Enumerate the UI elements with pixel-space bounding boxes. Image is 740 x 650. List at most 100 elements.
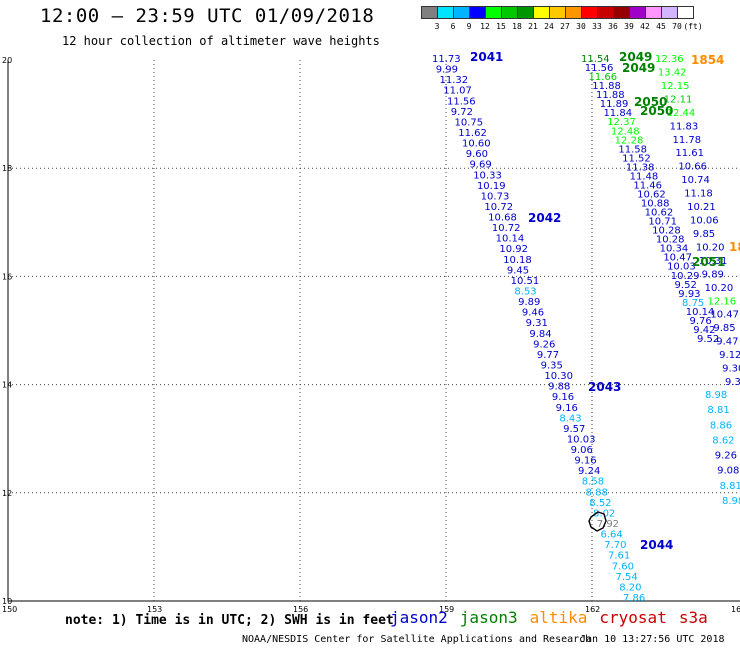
track-b-reading: 11.52: [622, 153, 651, 164]
track-a-reading: 9.60: [466, 149, 488, 160]
track-a-reading: 9.57: [563, 424, 585, 435]
track-a-reading: 9.16: [552, 392, 574, 403]
color-scale: [421, 6, 694, 19]
pass-label: 2049: [622, 61, 655, 75]
track-a-reading: 7.61: [608, 551, 630, 562]
track-b-reading: 9.52: [697, 334, 719, 345]
track-a-reading: 8.53: [514, 287, 536, 298]
legend-entry-s3a: s3a: [678, 608, 708, 627]
track-b-reading: 11.38: [626, 162, 655, 173]
track-a-reading: 9.46: [522, 308, 544, 319]
y-axis-tick-label: 10: [2, 597, 12, 606]
track-a-reading: 9.84: [529, 329, 551, 340]
color-scale-label: 9: [466, 22, 472, 31]
track-b-reading: 11.54: [581, 54, 610, 65]
axis-labels: 150 153 156 159 162 165 10 12 14 16 18 20: [2, 56, 740, 614]
track-a-reading: 10.72: [484, 202, 513, 213]
track-c-reading: 11.78: [673, 135, 702, 146]
track-b-reading: 12.37: [607, 117, 636, 128]
track-a-reading: 11.56: [447, 96, 476, 107]
track-d-reading: 8.86: [710, 420, 732, 431]
track-b-reading: 11.88: [592, 81, 621, 92]
track-b-reading: 11.46: [633, 180, 662, 191]
pass-label: 1854: [691, 53, 724, 67]
track-d-reading: 8.98: [722, 496, 740, 507]
track-a-reading: 8.52: [589, 498, 611, 509]
track-c-reading: 10.74: [681, 175, 710, 186]
track-a-reading: 9.88: [548, 382, 570, 393]
color-scale-label: 6: [450, 22, 456, 31]
track-a-reading: 6.64: [601, 530, 623, 541]
track-a-reading: 10.14: [496, 234, 525, 245]
track-b-reading: 11.89: [600, 99, 629, 110]
track-c-reading: 12.15: [661, 81, 690, 92]
track-a-reading: 9.24: [578, 466, 600, 477]
legend-entry-jason2: jason2: [390, 608, 448, 627]
track-b-reading: 9.52: [675, 280, 697, 291]
track-c-reading: 11.83: [670, 121, 699, 132]
track-b-reading: 9.42: [693, 325, 715, 336]
y-axis-tick-label: 16: [2, 272, 12, 281]
color-scale-label: 33: [592, 22, 602, 31]
track-b-reading: 10.28: [656, 235, 685, 246]
track-a-reading: 9.72: [451, 107, 473, 118]
track-a-reading: 8.43: [559, 413, 581, 424]
pass-label: 2044: [640, 538, 673, 552]
track-b-reading: 11.48: [630, 171, 659, 182]
track-a-reading: 10.73: [481, 191, 510, 202]
x-axis-tick-label: 153: [147, 605, 162, 614]
track-a-reading: 7.54: [616, 572, 638, 583]
color-scale-label: 18: [512, 22, 522, 31]
track-a-reading: 8.88: [586, 487, 608, 498]
track-a-reading: 10.92: [499, 244, 528, 255]
pass-label: 2043: [588, 380, 621, 394]
track-a-reading: 10.30: [544, 371, 573, 382]
track-a-reading: 9.16: [556, 403, 578, 414]
track-d-reading: 8.98: [705, 390, 727, 401]
track-a-reading: 9.26: [533, 339, 555, 350]
track-c-reading: 11.61: [675, 148, 704, 159]
track-d-reading: 8.81: [707, 405, 729, 416]
footer-credit: NOAA/NESDIS Center for Satellite Applica…: [242, 634, 592, 645]
color-scale-label: 36: [608, 22, 618, 31]
track-b-reading: 10.88: [641, 199, 670, 210]
track-b-reading: 12.28: [615, 135, 644, 146]
track-a-reading: 9.77: [537, 350, 559, 361]
x-axis-tick-label: 156: [293, 605, 308, 614]
track-a-reading: 10.51: [511, 276, 540, 287]
track-a-reading: 9.99: [436, 65, 458, 76]
track-c-reading: 12.11: [664, 94, 693, 105]
track-a-reading: 11.32: [439, 75, 468, 86]
track-b-reading: 9.93: [678, 289, 700, 300]
track-c-reading: 12.44: [667, 108, 696, 119]
track-b-reading: 10.03: [667, 262, 696, 273]
pass-label: 2050: [634, 95, 667, 109]
track-b-reading: 10.29: [671, 271, 700, 282]
track-a-reading: 9.35: [541, 360, 563, 371]
track-c-reading: 9.85: [693, 229, 715, 240]
track-c-reading: 13.42: [658, 67, 687, 78]
track-c-reading: 10.06: [690, 216, 719, 227]
y-axis-tick-label: 18: [2, 164, 12, 173]
track-c-reading: 10.47: [710, 310, 739, 321]
legend-entry-altika: altika: [529, 608, 588, 627]
satellite-legend: jason2 jason3 altika cryosat s3a: [390, 608, 720, 627]
page-title: 12:00 – 23:59 UTC 01/09/2018: [40, 5, 375, 27]
footnote: note: 1) Time is in UTC; 2) SWH is in fe…: [65, 613, 394, 628]
track-b-reading: 8.75: [682, 298, 704, 309]
color-scale-label: 15: [496, 22, 506, 31]
x-axis-tick-label: 162: [585, 605, 600, 614]
track-a-reading: 9.06: [571, 445, 593, 456]
track-d-reading: 9.08: [717, 466, 739, 477]
track-a-reading: 10.19: [477, 181, 506, 192]
color-scale-label: 45: [656, 22, 666, 31]
map-grid: [7, 60, 740, 602]
track-c-reading: 10.20: [705, 283, 734, 294]
pass-label: 18: [729, 240, 740, 254]
track-a-reading: 10.60: [462, 139, 491, 150]
track-a-reading: 10.33: [473, 170, 502, 181]
track-a-reading: 7.92: [597, 519, 619, 530]
track-c-reading: 10.20: [696, 242, 725, 253]
